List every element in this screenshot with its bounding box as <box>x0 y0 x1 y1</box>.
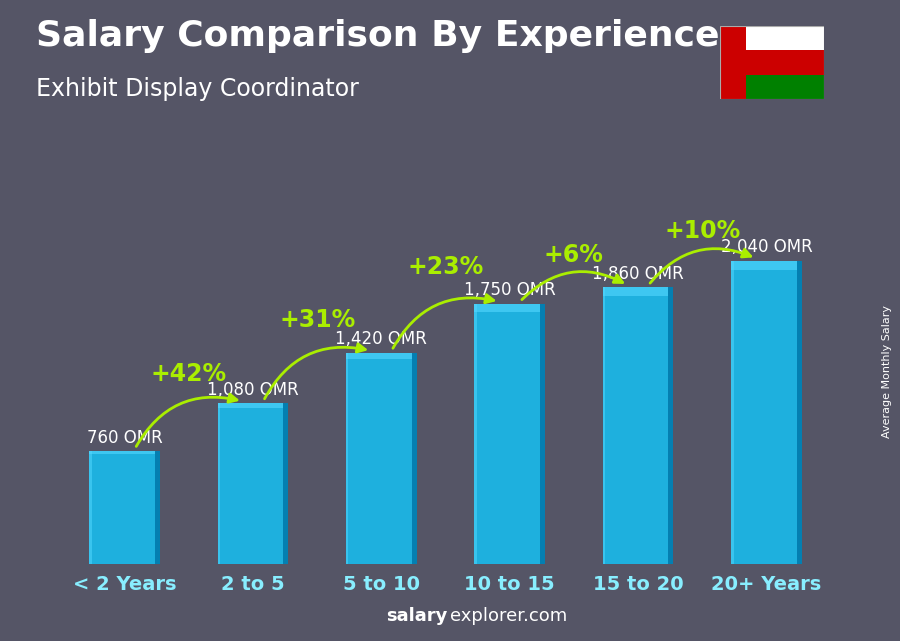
Bar <box>89 451 160 564</box>
Bar <box>746 74 824 99</box>
Bar <box>474 304 477 564</box>
Bar <box>669 287 673 564</box>
Bar <box>346 353 417 564</box>
Bar <box>411 353 417 564</box>
Bar <box>346 353 411 359</box>
Bar <box>284 403 288 564</box>
Bar <box>155 451 160 564</box>
Bar <box>603 287 673 564</box>
Text: 2,040 OMR: 2,040 OMR <box>721 238 813 256</box>
Bar <box>731 261 802 564</box>
Text: 1,420 OMR: 1,420 OMR <box>336 331 428 349</box>
Text: +6%: +6% <box>544 243 604 267</box>
Bar <box>89 451 92 564</box>
Text: Exhibit Display Coordinator: Exhibit Display Coordinator <box>36 77 359 101</box>
Text: +10%: +10% <box>664 219 741 243</box>
Bar <box>218 403 288 564</box>
Text: Salary Comparison By Experience: Salary Comparison By Experience <box>36 19 719 53</box>
Bar <box>218 403 284 408</box>
Bar <box>540 304 545 564</box>
Text: +42%: +42% <box>150 362 227 386</box>
Bar <box>731 261 796 270</box>
Bar <box>731 261 734 564</box>
Bar <box>796 261 802 564</box>
Text: 1,860 OMR: 1,860 OMR <box>592 265 684 283</box>
Text: +31%: +31% <box>279 308 356 332</box>
Bar <box>603 287 669 296</box>
Text: +23%: +23% <box>408 254 483 279</box>
Text: 760 OMR: 760 OMR <box>86 429 163 447</box>
Bar <box>474 304 540 312</box>
Text: salary: salary <box>386 607 447 625</box>
Text: Average Monthly Salary: Average Monthly Salary <box>881 305 892 438</box>
Text: 1,750 OMR: 1,750 OMR <box>464 281 555 299</box>
Text: explorer.com: explorer.com <box>450 607 567 625</box>
Bar <box>746 51 824 74</box>
Bar <box>218 403 220 564</box>
Bar <box>474 304 545 564</box>
Bar <box>346 353 348 564</box>
Bar <box>720 26 746 99</box>
Text: 1,080 OMR: 1,080 OMR <box>207 381 299 399</box>
Bar <box>603 287 605 564</box>
Bar <box>89 451 155 454</box>
